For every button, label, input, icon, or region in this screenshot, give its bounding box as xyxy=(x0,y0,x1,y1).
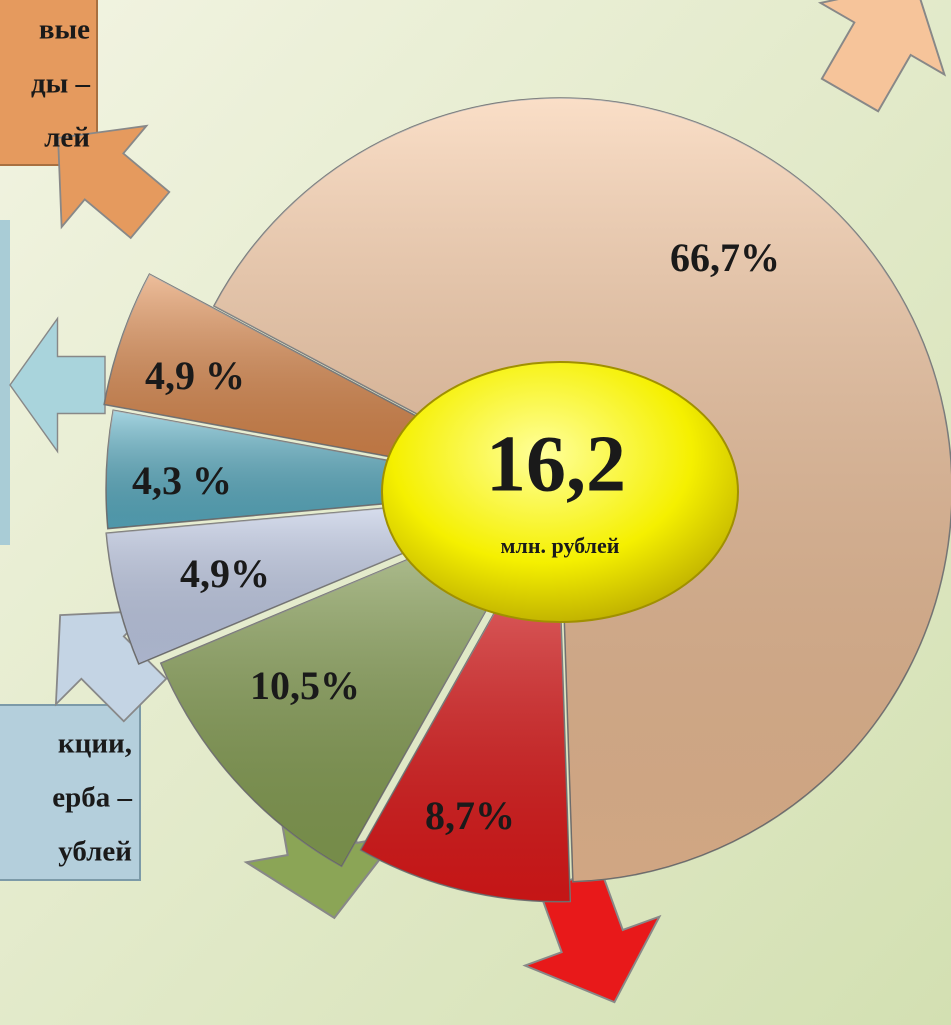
center-text: 16,2 xyxy=(486,420,626,508)
note-text: лей xyxy=(44,122,90,154)
note-text: вые xyxy=(39,14,90,46)
center-subtext: млн. рублей xyxy=(501,533,620,558)
data-label: 8,7% xyxy=(425,793,515,838)
data-label: 66,7% xyxy=(670,235,780,280)
note-box xyxy=(0,704,141,881)
note-text: ды – xyxy=(31,68,91,100)
note-text: кции, xyxy=(58,728,132,760)
data-label: 4,3 % xyxy=(132,458,232,503)
center-ellipse xyxy=(381,361,739,623)
side-box xyxy=(0,220,10,545)
data-label: 4,9 % xyxy=(145,353,245,398)
note-text: ублей xyxy=(58,836,132,868)
note-text: ерба – xyxy=(52,782,132,814)
data-label: 10,5% xyxy=(250,663,360,708)
data-label: 4,9% xyxy=(180,551,270,596)
